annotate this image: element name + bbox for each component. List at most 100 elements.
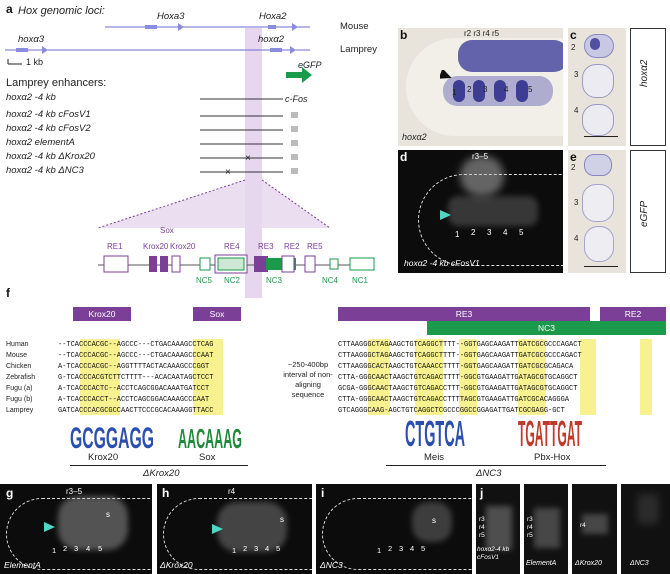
element-re1: RE1 [107, 242, 123, 251]
i-num-4: 4 [410, 544, 415, 553]
motif-pbx-hox: Pbx-Hox [534, 452, 571, 463]
genomic-loci-header: Hox genomic loci: [18, 5, 105, 17]
species-zebrafish: Zebrafish [6, 374, 36, 381]
species-mouse: Mouse [340, 21, 369, 32]
i-num-5: 5 [421, 544, 426, 553]
g-region: r3–5 [66, 487, 83, 496]
species-chicken: Chicken [6, 363, 32, 370]
seq-left-lamprey: GATCACCCACGCGCCAACTTCCCGCACAAAGGTTACC [58, 407, 214, 415]
element-re4: RE4 [224, 242, 240, 251]
j2-label: ElementA [526, 560, 557, 567]
g-num-1: 1 [52, 546, 57, 555]
element-nc5: NC5 [196, 276, 213, 285]
e-num-3: 3 [574, 198, 579, 207]
seq-right-fugu-a: GCGA-GGGCAACTAAGCTGTCAGACCTTT-GGCGTGAAGA… [338, 385, 578, 393]
j1-r4: r4 [479, 524, 485, 531]
b-num-2: 2 [467, 85, 472, 94]
h-s: s [280, 515, 284, 524]
seq-left-fugu-b: A-TCACCCACCT--ACCTCAGCGGACAAAGCCCAAT [58, 396, 210, 404]
panel-label-h: h [162, 486, 170, 500]
panel-label-f: f [6, 286, 10, 300]
i-num-3: 3 [399, 544, 404, 553]
panel-label-i: i [321, 486, 325, 500]
bar-krox20: Krox20 [73, 307, 131, 321]
enhancers-title: Lamprey enhancers: [6, 77, 107, 89]
g-s: s [106, 510, 110, 519]
re1-box [103, 255, 129, 273]
j4-label: ΔNC3 [630, 560, 649, 567]
b-num-5: 5 [528, 85, 533, 94]
panel-label-d: d [400, 150, 408, 164]
c-num-2: 2 [571, 43, 576, 52]
c-num-4: 4 [574, 106, 579, 115]
h-region: r4 [228, 487, 236, 496]
panel-label-e: e [570, 150, 577, 164]
motif-krox20: Krox20 [88, 452, 119, 463]
seq-right-fugu-b: CTTA-GGGCAACTAAGCTGTCAGACCTTTTAGCGTGAAGA… [338, 396, 570, 404]
panel-d-image [398, 150, 563, 273]
species-lamprey: Lamprey [340, 44, 377, 55]
species-human: Human [6, 341, 29, 348]
seq-right-lamprey: GTCAGGGCAAG-AGCTGTCAGGCTCGCCCGGCCGGAGATT… [338, 407, 565, 415]
panel-e-image [568, 150, 626, 273]
svg-text:TGATTGAT: TGATTGAT [518, 413, 582, 450]
element-re5: RE5 [307, 242, 323, 251]
bar-re3: RE3 [338, 307, 590, 321]
d-num-2: 2 [471, 228, 476, 237]
logo-krox20: GCGGAGG [70, 422, 154, 452]
construct-2: hoxα2 -4 kb cFosV1 [6, 109, 91, 120]
seq-left-mouse: --TCACCCACGC--AGCCC---CTGACAAAGCCCAAT [58, 352, 214, 360]
b-rhombomeres: r2 r3 r4 r5 [464, 29, 500, 38]
h-num-4: 4 [265, 544, 270, 553]
j1-r3: r3 [479, 516, 485, 523]
motif-sox: Sox [199, 452, 216, 463]
deletion-line-krox20 [70, 465, 248, 466]
element-nc4: NC4 [322, 276, 339, 285]
svg-text:AACAAAG: AACAAAG [178, 423, 242, 452]
seq-left-chicken: A-TCACCCACGC--AGGTTTTACTACAAAGCCCGGT [58, 363, 210, 371]
svg-text:GCGGAGG: GCGGAGG [70, 422, 154, 452]
element-nc3: NC3 [266, 276, 283, 285]
panel-label-a: a [6, 2, 13, 16]
cfos-label: c-Fos [285, 94, 308, 104]
species-mouse-f: Mouse [6, 352, 28, 359]
c-side-label: hoxα2 [639, 59, 650, 87]
g-num-2: 2 [63, 544, 68, 553]
d-arrowhead-icon [440, 210, 451, 220]
svg-text:CTGTCA: CTGTCA [405, 413, 465, 450]
scale-1kb: 1 kb [26, 57, 44, 67]
gene-hoxa2-lamprey: hoxα2 [258, 34, 285, 45]
gene-hoxa2-mouse: Hoxa2 [259, 11, 287, 22]
e-num-2: 2 [571, 163, 576, 172]
e-num-4: 4 [574, 234, 579, 243]
element-nc1: NC1 [352, 276, 369, 285]
seq-left-fugu-a: A-TCACCCACTC--ACCTCAGCGGACAAATGATCCT [58, 385, 210, 393]
b-num-4: 4 [504, 85, 509, 94]
seq-right-mouse: CTTAAGGGCTAGAAGCTGTCAGGCTTTT--GGTGAGCAAG… [338, 352, 582, 360]
deletion-nc3: ΔNC3 [476, 468, 502, 479]
panel-b-image [398, 28, 563, 146]
i-num-2: 2 [388, 544, 393, 553]
panel-h-image [157, 484, 312, 574]
h-num-3: 3 [254, 544, 259, 553]
egfp-arrow-icon [302, 67, 312, 83]
element-krox20-b: Krox20 [170, 242, 196, 251]
gene-hoxa3-lamprey: hoxα3 [18, 34, 45, 45]
construct-6: hoxα2 -4 kb ΔNC3 [6, 165, 84, 176]
panel-label-j: j [480, 486, 484, 500]
panel-c-image [568, 28, 626, 146]
panel-j-strip-1 [476, 484, 520, 574]
d-num-3: 3 [487, 228, 492, 237]
construct-5: hoxα2 -4 kb ΔKrox20 [6, 151, 95, 162]
svg-text:×: × [225, 167, 231, 178]
element-re3: RE3 [258, 242, 274, 251]
construct-1: hoxα2 -4 kb [6, 92, 56, 103]
e-side-label: eGFP [639, 200, 650, 227]
seq-right-human: CTTAAGGGCTAGAAGCTGTCAGGCTTTT--GGTGAGCAAG… [338, 341, 582, 349]
j3-r4: r4 [580, 522, 586, 529]
panel-label-c: c [570, 28, 577, 42]
element-nc2: NC2 [224, 276, 241, 285]
e-side-box: eGFP [630, 150, 666, 273]
h-num-1: 1 [232, 546, 237, 555]
construct-3: hoxα2 -4 kb cFosV2 [6, 123, 91, 134]
